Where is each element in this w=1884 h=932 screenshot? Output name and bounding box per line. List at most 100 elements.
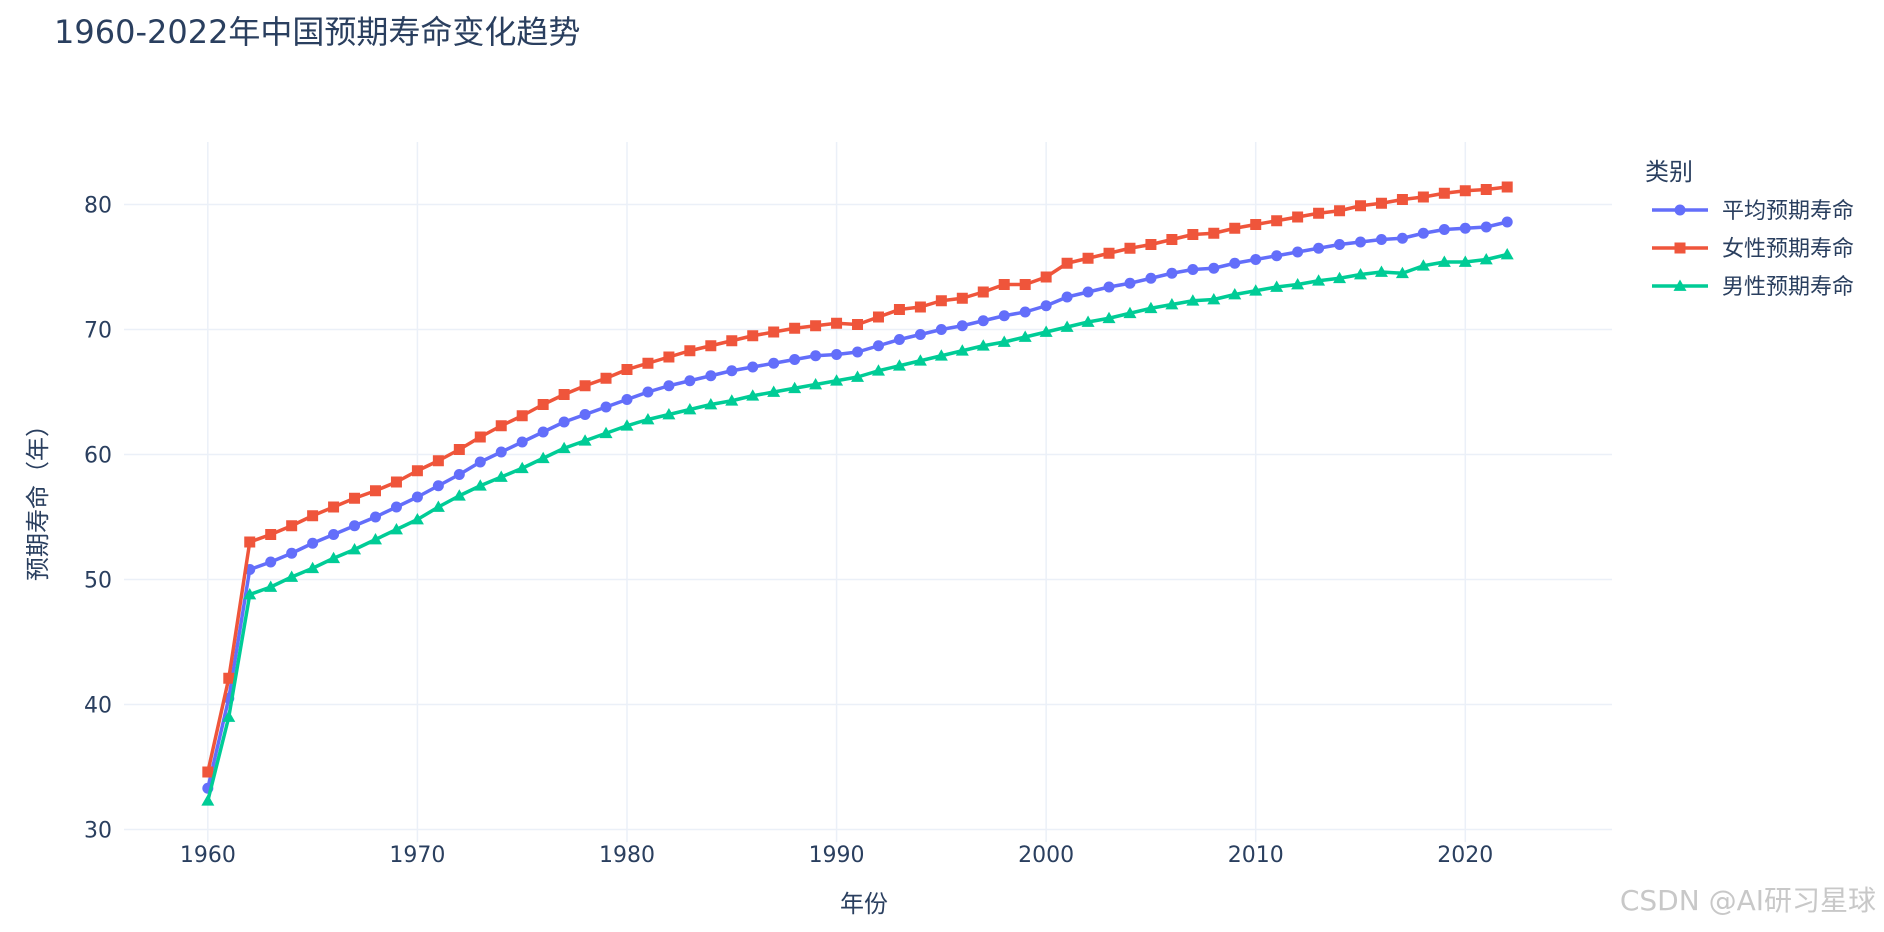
data-point [432,455,444,467]
data-point [515,461,529,474]
data-point [620,419,634,431]
data-point [349,520,361,532]
data-point [810,350,822,362]
y-tick-label: 70 [84,319,112,344]
data-point [768,357,780,369]
series-layer [201,181,1514,806]
data-point [1250,219,1262,230]
data-point [747,361,759,373]
data-point [789,322,801,334]
data-point [201,794,215,806]
data-point [368,533,382,545]
data-point [1271,250,1283,262]
data-point [1375,234,1387,245]
series-3 [201,248,1514,806]
data-point [684,375,696,387]
data-point [474,431,486,443]
x-axis-ticks: 1960 1970 1980 1990 2000 2010 2020 [180,843,1493,868]
data-point [956,320,968,332]
data-point [872,340,884,352]
x-tick-label: 1990 [809,843,865,868]
data-point [473,479,487,491]
data-point [935,324,947,335]
data-point [600,401,612,413]
series-markers [202,216,1513,794]
x-tick-label: 1960 [180,843,236,868]
data-point [390,476,402,488]
data-point [389,523,403,535]
data-point [1081,315,1095,327]
data-point [1480,184,1492,195]
data-point [431,500,445,512]
data-point [955,344,969,356]
data-point [1333,271,1347,284]
data-point [1270,280,1284,292]
legend-item[interactable]: 平均预期寿命 [1652,199,1854,224]
data-point [265,529,277,540]
legend-item[interactable]: 男性预期寿命 [1652,275,1854,300]
data-point [831,317,843,329]
data-point [1166,267,1178,279]
data-point [349,492,361,504]
data-point [432,480,444,492]
data-point [244,536,256,548]
data-point [683,403,697,415]
data-point [1166,234,1178,245]
data-point [348,543,362,555]
data-point [663,380,675,392]
data-point [1040,300,1052,312]
data-point [453,444,465,455]
data-point [913,354,927,366]
data-point [1271,215,1283,227]
data-point [705,340,717,352]
data-point [557,441,571,454]
data-point [935,295,947,307]
data-point [579,380,591,392]
data-point [726,335,738,347]
data-point [1480,221,1492,233]
data-point [1019,279,1031,290]
data-point [1039,325,1053,337]
y-tick-label: 80 [84,194,112,219]
data-point [852,346,864,358]
data-point [893,334,905,345]
data-point [1165,298,1179,310]
data-point [1082,252,1094,264]
legend-title: 类别 [1645,158,1693,186]
data-point [1103,247,1115,259]
data-point [1018,330,1032,342]
data-point [265,556,277,568]
data-point [1229,257,1241,269]
y-axis-title: 预期寿命（年） [24,413,52,581]
data-point [914,329,926,340]
data-point [1417,227,1429,239]
legend-item[interactable]: 女性预期寿命 [1652,237,1854,262]
data-point [767,385,781,397]
data-point [411,465,423,477]
x-tick-label: 2010 [1228,843,1284,868]
plot-area [124,142,1612,842]
data-point [663,351,675,363]
data-point [1145,239,1157,250]
data-point [852,319,864,330]
data-point [307,537,319,549]
data-point [1229,222,1241,234]
data-point [1207,293,1221,305]
data-point [307,510,319,522]
data-point [369,485,381,497]
data-point [243,588,257,600]
data-point [537,426,549,438]
data-point [1208,262,1220,274]
data-point [1417,191,1429,203]
legend-swatch-marker [1674,204,1686,216]
data-point [558,416,570,428]
data-point [809,378,823,390]
data-point [621,394,633,405]
data-point [893,304,905,315]
data-point [1395,266,1409,279]
data-point [1124,242,1136,254]
series-1 [202,216,1513,794]
data-point [934,349,948,361]
